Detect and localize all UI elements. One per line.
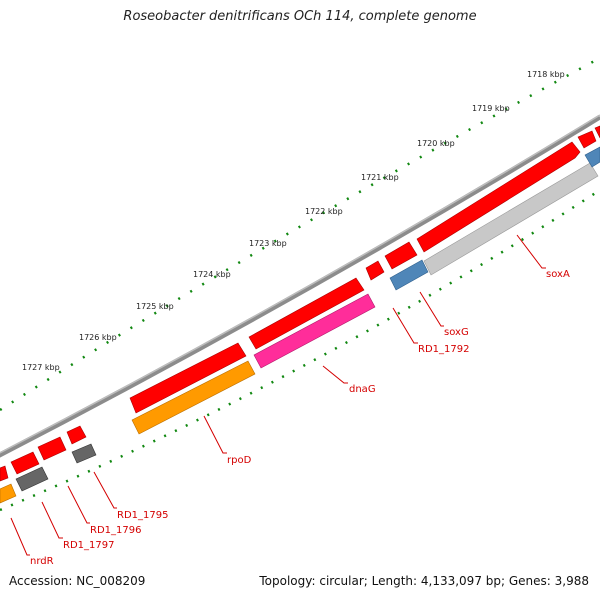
genome-summary-text: Topology: circular; Length: 4,133,097 bp…: [259, 574, 589, 588]
scale-dots-outer: [0, 56, 600, 412]
gene-label-nrdR[interactable]: nrdR: [30, 556, 54, 567]
gene-feature[interactable]: [10, 451, 40, 475]
gene-feature-RD1_1795[interactable]: [71, 443, 97, 464]
scale-label-1725: 1725 kbp: [136, 302, 174, 311]
scale-label-1724: 1724 kbp: [193, 270, 231, 279]
gene-feature[interactable]: [594, 125, 600, 139]
scale-label-1720: 1720 kbp: [417, 139, 455, 148]
gene-feature[interactable]: [37, 436, 67, 461]
scale-label-1718: 1718 kbp: [527, 70, 565, 79]
reverse-strand-features: [0, 146, 600, 504]
accession-text: Accession: NC_008209: [9, 574, 146, 588]
gene-feature[interactable]: [0, 465, 9, 482]
gene-feature-dnaG[interactable]: [253, 293, 376, 369]
gene-label-RD1_1792[interactable]: RD1_1792: [418, 344, 469, 355]
gene-label-soxG[interactable]: soxG: [444, 327, 469, 338]
scale-labels: 1718 kbp 1719 kbp 1720 kbp 1721 kbp 1722…: [22, 70, 565, 372]
scale-label-1727: 1727 kbp: [22, 363, 60, 372]
gene-feature-soxA[interactable]: [423, 162, 599, 276]
scale-label-1721: 1721 kbp: [361, 173, 399, 182]
gene-feature[interactable]: [248, 277, 365, 350]
forward-strand-features: [0, 125, 600, 482]
genome-title: Roseobacter denitrificans OCh 114, compl…: [123, 9, 477, 24]
genome-backbone: [0, 114, 600, 458]
gene-feature[interactable]: [577, 130, 597, 149]
gene-label-RD1_1796[interactable]: RD1_1796: [90, 525, 141, 536]
scale-label-1722: 1722 kbp: [305, 207, 343, 216]
gene-feature-soxG-2[interactable]: [584, 146, 600, 168]
scale-dots-inner: [0, 188, 600, 512]
gene-feature[interactable]: [416, 141, 581, 253]
gene-feature-soxG[interactable]: [389, 259, 429, 291]
gene-feature[interactable]: [129, 342, 247, 414]
leader-lines: [10, 234, 546, 556]
gene-label-RD1_1795[interactable]: RD1_1795: [117, 510, 168, 521]
gene-feature-RD1_1796[interactable]: [15, 466, 49, 492]
scale-label-1723: 1723 kbp: [249, 239, 287, 248]
gene-label-soxA[interactable]: soxA: [546, 269, 570, 280]
scale-label-1719: 1719 kbp: [472, 104, 510, 113]
scale-label-1726: 1726 kbp: [79, 333, 117, 342]
gene-label-dnaG[interactable]: dnaG: [349, 384, 376, 395]
gene-label-rpoD[interactable]: rpoD: [227, 455, 252, 466]
gene-feature-nrdR[interactable]: [0, 483, 17, 504]
gene-labels: soxA soxG RD1_1792 dnaG rpoD RD1_1795 RD…: [30, 269, 570, 567]
gene-feature[interactable]: [66, 425, 87, 445]
gene-label-RD1_1797[interactable]: RD1_1797: [63, 540, 114, 551]
gene-feature[interactable]: [365, 260, 385, 281]
gene-feature-rpoD[interactable]: [131, 360, 256, 435]
gene-feature[interactable]: [384, 241, 418, 270]
